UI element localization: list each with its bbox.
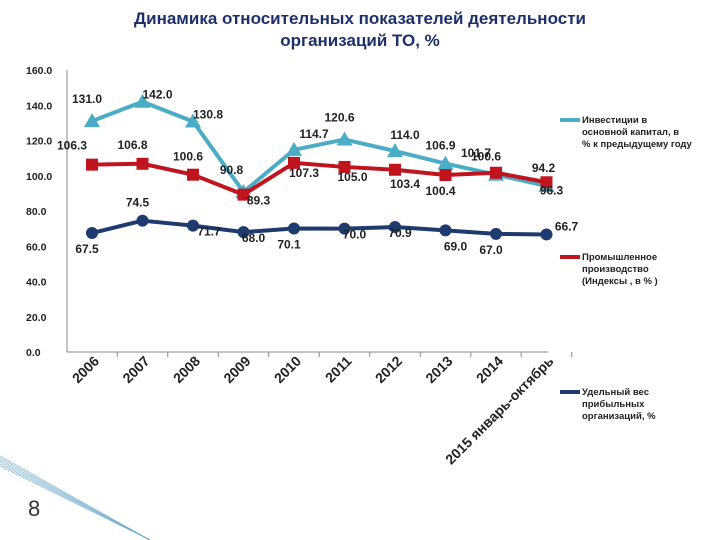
data-label: 142.0 <box>142 88 172 102</box>
data-point <box>540 228 553 241</box>
data-label: 100.6 <box>173 150 203 164</box>
x-tick-label: 2013 <box>422 353 455 386</box>
y-tick-label: 0.0 <box>26 347 41 359</box>
data-label: 100.6 <box>471 150 501 164</box>
chart-title-line-2: организаций ТО, % <box>280 31 440 50</box>
x-axis: 2006 2007 2008 2009 2010 2011 2012 2013 20142015… <box>67 351 573 467</box>
legend: Инвестиции в основной капитал, в% к преды… <box>560 115 693 422</box>
data-point <box>134 93 151 108</box>
y-tick-label: 140.0 <box>26 100 52 112</box>
y-tick-label: 160.0 <box>26 65 52 77</box>
data-label: 114.0 <box>390 128 420 142</box>
data-label: 69.0 <box>444 239 468 253</box>
series-2 <box>86 156 553 201</box>
data-point <box>439 224 452 237</box>
data-label: 100.4 <box>425 184 455 198</box>
data-point <box>540 176 553 189</box>
y-tick-label: 40.0 <box>26 277 47 289</box>
x-tick-label: 2007 <box>119 353 152 386</box>
y-tick-label: 100.0 <box>26 171 52 183</box>
data-point <box>237 188 250 201</box>
data-point <box>187 168 199 181</box>
series-3 <box>86 214 553 241</box>
data-point <box>389 163 401 176</box>
series-layer <box>84 93 555 241</box>
data-point <box>490 227 502 240</box>
data-label: 107.3 <box>289 166 319 180</box>
series-line <box>91 99 547 194</box>
x-tick-label: 2014 <box>473 353 506 386</box>
y-tick-label: 80.0 <box>26 206 47 218</box>
data-labels: 131.0 142.0 130.8 90.8 114.7 120.6 114.0 106.9 1… <box>57 88 579 257</box>
data-label: 106.8 <box>117 138 147 152</box>
data-label: 74.5 <box>126 196 150 210</box>
data-label: 105.0 <box>337 170 367 184</box>
data-point <box>136 157 149 170</box>
data-point <box>437 155 454 170</box>
series-line <box>91 160 547 197</box>
data-label: 101.7 <box>461 146 491 160</box>
data-label: 114.7 <box>299 127 329 141</box>
y-axis: 0.0 20.0 40.0 60.0 80.0 100.0 120.0 140.0 160.0 <box>26 65 68 359</box>
data-point <box>490 166 502 179</box>
data-label: 89.3 <box>247 194 271 208</box>
data-point <box>389 221 401 234</box>
data-label: 106.9 <box>425 139 455 153</box>
decor-line <box>0 465 151 540</box>
x-tick-label: 2010 <box>271 353 304 386</box>
x-tick-label: 2008 <box>170 353 203 386</box>
x-tick-label: 2012 <box>372 353 405 386</box>
data-point <box>336 131 353 146</box>
x-tick-label: 2009 <box>220 353 253 386</box>
data-label: 120.6 <box>324 110 354 124</box>
data-point <box>387 143 403 158</box>
slide-number: 8 <box>28 496 41 521</box>
data-point <box>288 156 300 169</box>
data-label: 70.1 <box>277 237 301 251</box>
data-label: 71.7 <box>197 225 221 239</box>
legend-label: Удельный вес прибыльных организаций, % <box>582 387 656 422</box>
x-tick-label: 2006 <box>69 353 102 386</box>
data-label: 68.0 <box>242 231 266 245</box>
data-point <box>338 160 351 173</box>
data-point <box>286 141 302 156</box>
data-label: 96.3 <box>540 183 564 197</box>
data-point <box>439 169 452 182</box>
data-label: 66.7 <box>555 219 579 233</box>
data-point <box>86 158 98 171</box>
corner-decoration <box>0 455 151 540</box>
data-point <box>136 214 149 227</box>
data-label: 106.3 <box>57 139 87 153</box>
series-line <box>91 218 547 237</box>
y-tick-label: 20.0 <box>26 312 47 324</box>
data-point <box>338 222 351 235</box>
data-point <box>86 227 98 240</box>
data-point <box>84 113 100 128</box>
y-tick-label: 120.0 <box>26 136 52 148</box>
chart-title: Динамика относительных показателей деяте… <box>40 8 680 52</box>
data-label: 130.8 <box>193 107 223 121</box>
data-label: 70.0 <box>343 228 367 242</box>
data-label: 94.2 <box>532 161 556 175</box>
data-point <box>288 222 300 235</box>
data-label: 103.4 <box>390 177 420 191</box>
x-tick-label: 2011 <box>322 353 355 386</box>
chart-title-line-1: Динамика относительных показателей деяте… <box>134 9 586 28</box>
data-label: 131.0 <box>72 92 102 106</box>
data-point <box>185 113 201 128</box>
data-label: 67.5 <box>75 242 99 256</box>
data-label: 70.9 <box>388 226 412 240</box>
data-label: 90.8 <box>220 163 244 177</box>
legend-label: Промышленное производство (Индексы , в % ) <box>582 252 658 287</box>
data-point <box>237 226 250 239</box>
data-point <box>187 219 199 232</box>
legend-label: Инвестиции в основной капитал, в% к преды… <box>582 115 693 150</box>
data-label: 67.0 <box>479 243 503 257</box>
y-tick-label: 60.0 <box>26 241 47 253</box>
